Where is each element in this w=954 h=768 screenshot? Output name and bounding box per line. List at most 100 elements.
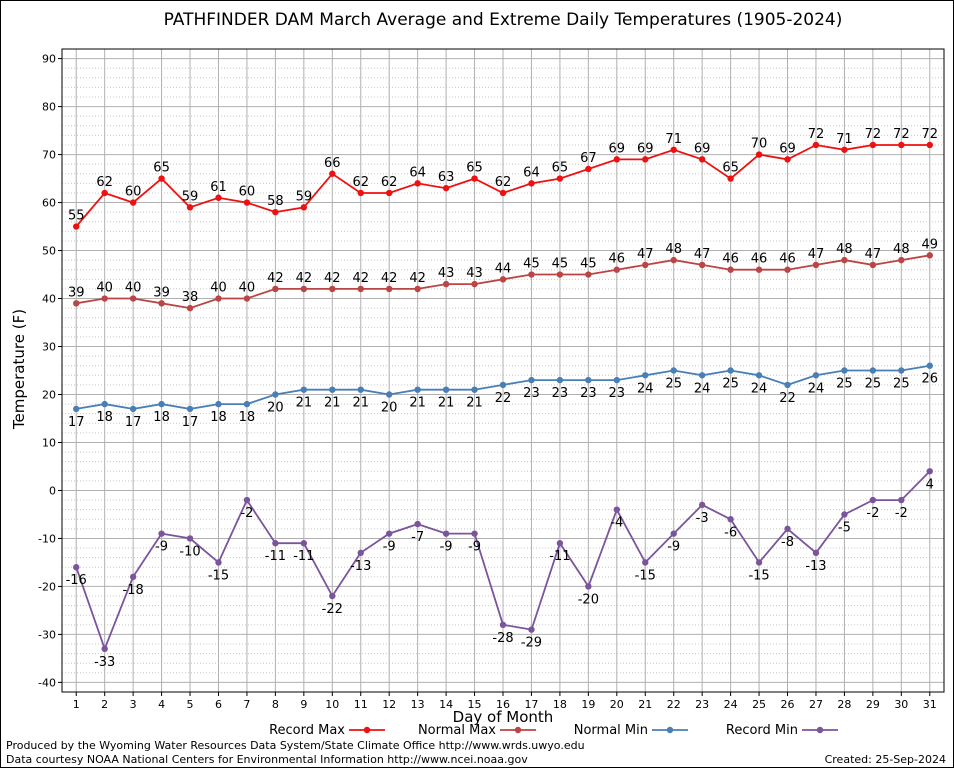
- normal-min-point: [698, 372, 706, 379]
- x-tick-label: 21: [638, 698, 652, 711]
- x-tick-label: 4: [158, 698, 165, 711]
- record-min-point: [414, 520, 421, 528]
- record-min-data-label: -9: [383, 540, 396, 555]
- x-tick-label: 16: [496, 698, 510, 711]
- record-min-point: [442, 530, 450, 537]
- normal-max-data-label: 42: [409, 271, 426, 286]
- record-min-point: [357, 549, 364, 557]
- record-min-point: [585, 583, 592, 590]
- x-tick-label: 19: [581, 698, 595, 711]
- legend-marker-record-max: [363, 726, 371, 734]
- normal-min-data-label: 24: [637, 381, 654, 396]
- record-min-point: [329, 592, 336, 600]
- normal-min-data-label: 23: [609, 386, 626, 401]
- normal-min-point: [357, 386, 364, 393]
- normal-max-data-label: 38: [182, 290, 199, 305]
- normal-max-data-label: 40: [210, 281, 227, 296]
- record-max-data-label: 65: [722, 161, 739, 176]
- record-min-data-label: -8: [781, 535, 794, 550]
- normal-max-point: [101, 295, 108, 302]
- record-max-data-label: 69: [637, 141, 654, 156]
- plot-border: [61, 48, 945, 693]
- record-min-data-label: -33: [94, 655, 115, 670]
- normal-max-data-label: 45: [523, 257, 540, 272]
- record-min-point: [698, 501, 706, 509]
- normal-min-point: [158, 400, 165, 408]
- record-max-data-label: 62: [352, 175, 369, 190]
- x-tick-label: 5: [187, 698, 194, 711]
- record-min-point: [841, 511, 848, 518]
- record-max-point: [556, 175, 564, 182]
- normal-max-data-label: 45: [580, 257, 597, 272]
- record-max-point: [385, 189, 393, 197]
- normal-min-data-label: 21: [466, 396, 483, 411]
- record-min-data-label: -7: [411, 530, 424, 545]
- record-min-point: [784, 525, 791, 533]
- x-tick-label: 10: [325, 698, 339, 711]
- record-max-point: [755, 151, 763, 158]
- record-min-data-label: 4: [926, 477, 934, 492]
- y-axis-label: Temperature (F): [10, 309, 28, 430]
- record-min-data-label: -16: [66, 573, 87, 588]
- record-max-data-label: 58: [267, 194, 284, 209]
- normal-min-point: [585, 376, 592, 384]
- record-min-data-label: -13: [805, 559, 826, 574]
- normal-max-data-label: 39: [153, 285, 170, 300]
- record-max-data-label: 66: [324, 156, 341, 171]
- record-max-point: [841, 146, 848, 153]
- normal-max-point: [528, 271, 535, 278]
- legend-marker-record-min: [816, 726, 824, 734]
- normal-max-data-label: 46: [779, 252, 796, 267]
- normal-max-point: [926, 252, 933, 259]
- normal-max-point: [385, 285, 393, 293]
- x-tick-label: 22: [667, 698, 681, 711]
- record-min-point: [499, 621, 507, 629]
- normal-min-data-label: 24: [751, 381, 768, 396]
- record-max-data-label: 69: [609, 141, 626, 156]
- footer-produced-by: Produced by the Wyoming Water Resources …: [6, 739, 585, 752]
- record-max-data-label: 62: [495, 175, 512, 190]
- normal-min-data-label: 23: [580, 386, 597, 401]
- normal-min-point: [869, 367, 877, 374]
- normal-min-data-label: 18: [239, 410, 256, 425]
- record-max-data-label: 72: [865, 127, 882, 142]
- normal-max-point: [499, 276, 507, 283]
- record-max-point: [215, 194, 222, 201]
- record-max-data-label: 69: [694, 141, 711, 156]
- normal-max-data-label: 47: [694, 247, 711, 262]
- y-tick-label: 10: [42, 436, 56, 449]
- record-max-data-label: 60: [239, 185, 256, 200]
- normal-min-data-label: 23: [523, 386, 540, 401]
- normal-max-point: [556, 271, 564, 278]
- x-tick-label: 14: [439, 698, 453, 711]
- normal-min-point: [385, 391, 393, 398]
- record-min-data-label: -10: [179, 544, 200, 559]
- normal-min-data-label: 21: [409, 396, 426, 411]
- record-min-point: [727, 516, 734, 523]
- record-min-point: [898, 496, 905, 504]
- normal-max-point: [841, 256, 848, 264]
- normal-min-point: [784, 381, 791, 389]
- normal-max-point: [329, 285, 336, 293]
- legend-marker-normal-max: [514, 726, 522, 734]
- record-max-data-label: 60: [125, 185, 142, 200]
- record-min-point: [158, 530, 165, 537]
- normal-min-data-label: 21: [438, 396, 455, 411]
- record-max-point: [471, 175, 478, 182]
- y-tick-label: 20: [42, 388, 56, 401]
- normal-min-point: [812, 372, 820, 379]
- record-min-data-label: -6: [724, 525, 737, 540]
- record-max-data-label: 70: [751, 137, 768, 152]
- normal-min-point: [73, 405, 80, 413]
- normal-min-data-label: 25: [665, 377, 682, 392]
- record-min-point: [812, 549, 820, 557]
- record-min-point: [73, 564, 80, 571]
- normal-min-data-label: 25: [836, 377, 853, 392]
- record-max-point: [357, 189, 364, 197]
- record-max-data-label: 59: [296, 189, 313, 204]
- x-tick-label: 15: [468, 698, 482, 711]
- normal-min-data-label: 17: [125, 415, 142, 430]
- record-min-point: [755, 559, 763, 566]
- record-min-data-label: -15: [635, 568, 656, 583]
